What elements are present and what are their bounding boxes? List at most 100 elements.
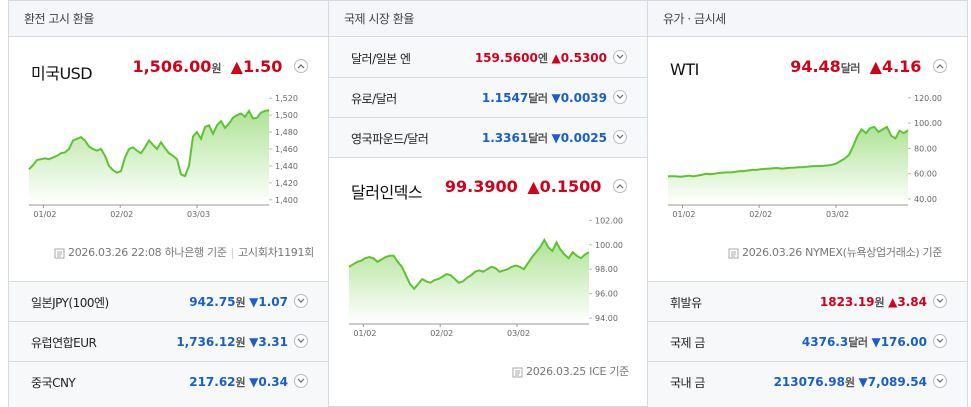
y-tick-label: 120.00 xyxy=(914,94,942,103)
list-item[interactable]: 휘발유 1823.19원 ▲3.84 xyxy=(648,281,967,321)
dxy-chart: 94.00 96.00 98.00 100.00 102.00 01/02 02/02 03/… xyxy=(348,216,623,338)
list-item[interactable]: 국내 금 213076.98원 ▼7,089.54 xyxy=(648,361,967,407)
series-line xyxy=(668,125,909,178)
y-tick-label: 40.00 xyxy=(914,195,937,204)
eurusd-value-group: 1.1547달러 ▼0.0039 xyxy=(482,90,627,106)
usd-footer-round: 고시회차1191회 xyxy=(238,246,315,259)
list-item[interactable]: 영국파운드/달러 1.3361달러 ▼0.0025 xyxy=(329,118,647,158)
x-tick-label: 03/02 xyxy=(826,210,849,219)
intl-gold-name: 국제 금 xyxy=(670,336,705,350)
x-tick-label: 02/02 xyxy=(430,329,453,338)
exchange-panel: 환전 고시 환율 미국USD 1,506.00원 ▲1.50 1,400 1,42… xyxy=(8,0,329,407)
x-tick-label: 01/02 xyxy=(353,329,376,338)
usd-value: 1,506.00 xyxy=(132,57,212,76)
x-tick-label: 02/02 xyxy=(110,210,133,219)
chevron-down-icon[interactable] xyxy=(933,374,947,388)
x-tick-label: 01/02 xyxy=(33,210,56,219)
wti-card[interactable]: WTI 94.48달러 ▲4.16 40.00 60.00 80.00 100.00 1… xyxy=(648,38,967,281)
wti-footer-date: 2026.03.26 NYMEX(뉴욕상업거래소) 기준 xyxy=(742,246,943,259)
usd-card[interactable]: 미국USD 1,506.00원 ▲1.50 1,400 1,420 1,440 1,4… xyxy=(9,38,328,281)
usd-chart: 1,400 1,420 1,440 1,460 1,480 1,500 1,520 01/02… xyxy=(28,94,298,219)
gbpusd-value-group: 1.3361달러 ▼0.0025 xyxy=(482,130,627,146)
gasoline-name: 휘발유 xyxy=(670,296,702,310)
y-tick-label: 1,420 xyxy=(275,179,298,188)
y-tick-label: 98.00 xyxy=(595,265,618,274)
series-area xyxy=(349,239,589,323)
wti-value-group: 94.48달러 ▲4.16 xyxy=(790,57,947,76)
usd-footer: 2026.03.26 22:08 하나은행 기준 | 고시회차1191회 xyxy=(54,244,314,260)
eur-name: 유럽연합EUR xyxy=(31,336,97,350)
wti-value: 94.48 xyxy=(790,57,841,76)
chevron-down-icon[interactable] xyxy=(294,374,308,388)
chevron-up-icon[interactable] xyxy=(613,179,627,193)
dxy-value-group: 99.3900 ▲0.1500 xyxy=(445,177,627,196)
document-icon xyxy=(512,367,523,377)
wti-chart: 40.00 60.00 80.00 100.00 120.00 01/02 02/02 03/… xyxy=(668,94,942,219)
jpy-value-group: 942.75원 ▼1.07 xyxy=(189,294,308,310)
y-tick-label: 102.00 xyxy=(595,216,623,225)
dxy-change: ▲0.1500 xyxy=(527,177,602,196)
list-item[interactable]: 유럽연합EUR 1,736.12원 ▼3.31 xyxy=(9,321,328,361)
list-item[interactable]: 유로/달러 1.1547달러 ▼0.0039 xyxy=(329,78,647,118)
intl-gold-value-group: 4376.3달러 ▼176.00 xyxy=(802,334,947,350)
dxy-footer: 2026.03.25 ICE 기준 xyxy=(512,363,629,379)
wti-name: WTI xyxy=(670,60,699,79)
y-tick-label: 1,500 xyxy=(275,111,298,120)
gasoline-value-group: 1823.19원 ▲3.84 xyxy=(820,294,947,310)
x-tick-label: 03/02 xyxy=(507,329,530,338)
usd-value-group: 1,506.00원 ▲1.50 xyxy=(132,57,308,76)
wti-unit: 달러 xyxy=(840,62,861,75)
usdjpy-name: 달러/일본 엔 xyxy=(351,52,411,66)
series-line xyxy=(28,108,270,178)
chevron-down-icon[interactable] xyxy=(613,130,627,144)
list-item[interactable]: 중국CNY 217.62원 ▼0.34 xyxy=(9,361,328,407)
x-tick-label: 03/03 xyxy=(187,210,210,219)
document-icon xyxy=(54,248,65,258)
y-tick-label: 1,440 xyxy=(275,162,298,171)
domestic-gold-name: 국내 금 xyxy=(670,376,705,390)
usd-unit: 원 xyxy=(211,62,222,75)
chevron-down-icon[interactable] xyxy=(613,50,627,64)
y-tick-label: 94.00 xyxy=(595,314,618,323)
list-item[interactable]: 국제 금 4376.3달러 ▼176.00 xyxy=(648,321,967,361)
list-item[interactable]: 일본JPY(100엔) 942.75원 ▼1.07 xyxy=(9,281,328,321)
wti-change: ▲4.16 xyxy=(869,57,922,76)
chevron-down-icon[interactable] xyxy=(933,334,947,348)
y-tick-label: 100.00 xyxy=(914,119,942,128)
jpy-name: 일본JPY(100엔) xyxy=(31,296,109,310)
chevron-down-icon[interactable] xyxy=(933,294,947,308)
usd-name: 미국USD xyxy=(31,64,93,83)
y-tick-label: 80.00 xyxy=(914,144,937,153)
usdjpy-value-group: 159.5600엔 ▲0.5300 xyxy=(475,50,627,66)
domestic-gold-value-group: 213076.98원 ▼7,089.54 xyxy=(774,374,947,390)
list-item[interactable]: 달러/일본 엔 159.5600엔 ▲0.5300 xyxy=(329,38,647,78)
series-line xyxy=(348,237,590,291)
usd-change: ▲1.50 xyxy=(230,57,283,76)
intl-panel-title: 국제 시장 환율 xyxy=(329,1,647,37)
x-tick-label: 01/02 xyxy=(672,210,695,219)
document-icon xyxy=(728,248,739,258)
usd-footer-date: 2026.03.26 22:08 하나은행 기준 xyxy=(68,246,227,259)
dxy-value: 99.3900 xyxy=(444,177,518,196)
dxy-card[interactable]: 달러인덱스 99.3900 ▲0.1500 94.00 96.00 98.00 100… xyxy=(329,159,647,407)
y-tick-label: 100.00 xyxy=(595,241,623,250)
chevron-down-icon[interactable] xyxy=(613,90,627,104)
chevron-down-icon[interactable] xyxy=(294,294,308,308)
chevron-up-icon[interactable] xyxy=(933,59,947,73)
cny-name: 중국CNY xyxy=(31,376,76,390)
oil-panel: 유가 · 금시세 WTI 94.48달러 ▲4.16 40.00 60.00 80.… xyxy=(647,0,968,407)
eurusd-name: 유로/달러 xyxy=(351,92,397,106)
y-tick-label: 1,520 xyxy=(275,94,298,103)
series-area xyxy=(29,110,269,204)
y-tick-label: 1,460 xyxy=(275,145,298,154)
dxy-footer-date: 2026.03.25 ICE 기준 xyxy=(526,365,629,378)
y-tick-label: 1,480 xyxy=(275,128,298,137)
exchange-panel-title: 환전 고시 환율 xyxy=(9,1,328,37)
series-area xyxy=(668,126,908,204)
chevron-up-icon[interactable] xyxy=(294,59,308,73)
intl-panel: 국제 시장 환율 달러/일본 엔 159.5600엔 ▲0.5300 유로/달러 … xyxy=(328,0,648,407)
dxy-name: 달러인덱스 xyxy=(351,183,423,202)
x-tick-label: 02/02 xyxy=(749,210,772,219)
chevron-down-icon[interactable] xyxy=(294,334,308,348)
oil-panel-title: 유가 · 금시세 xyxy=(648,1,967,37)
